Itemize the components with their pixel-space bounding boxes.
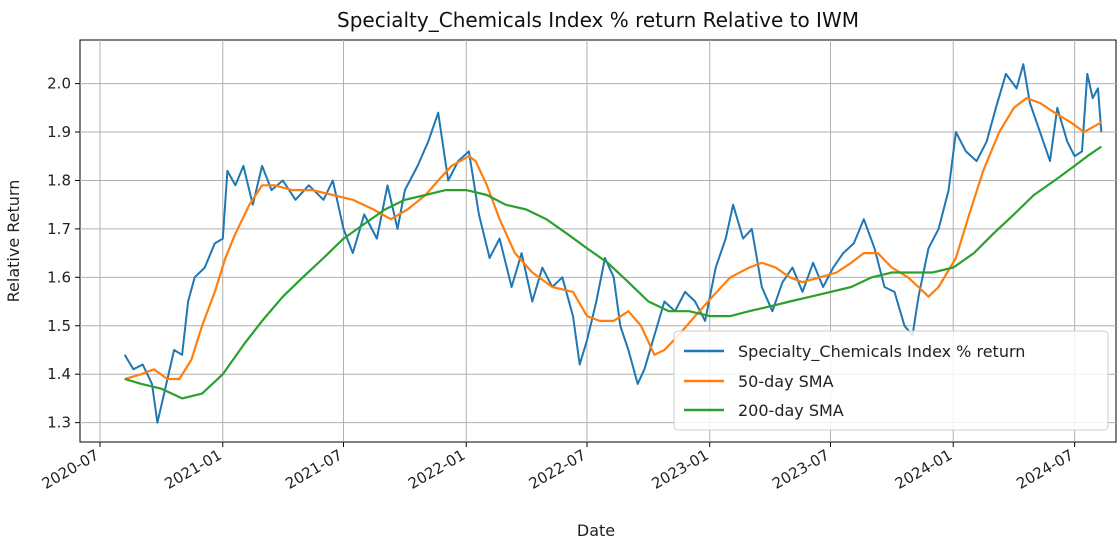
legend-label-sma50: 50-day SMA — [738, 372, 834, 391]
y-tick-label: 1.8 — [47, 171, 71, 189]
series-line-sma200 — [124, 145, 1102, 400]
legend-box — [673, 330, 1109, 431]
x-tick-label: 2024-01 — [892, 446, 955, 493]
series-layer — [123, 63, 1103, 424]
y-tick-label: 1.3 — [47, 414, 71, 432]
x-tick-label: 2022-01 — [405, 446, 468, 493]
x-axis-title: Date — [577, 521, 615, 540]
y-tick-label: 1.5 — [47, 317, 71, 335]
x-tick-label: 2020-07 — [39, 446, 102, 493]
y-tick-label: 2.0 — [47, 75, 71, 93]
series-line-price — [123, 63, 1103, 424]
legend: Specialty_Chemicals Index % return 50-da… — [673, 330, 1109, 431]
y-tick-label: 1.9 — [47, 123, 71, 141]
x-tick-label: 2022-07 — [526, 446, 589, 493]
x-tick-label: 2021-01 — [161, 446, 224, 493]
legend-label-sma200: 200-day SMA — [738, 401, 844, 420]
y-axis-title: Relative Return — [4, 180, 23, 303]
x-tick-label: 2021-07 — [282, 446, 345, 493]
x-tick-label: 2023-07 — [769, 446, 832, 493]
y-tick-label: 1.6 — [47, 268, 71, 286]
y-tick-label: 1.4 — [47, 365, 71, 383]
x-tick-label: 2024-07 — [1013, 446, 1076, 493]
y-tick-label: 1.7 — [47, 220, 71, 238]
legend-label-price: Specialty_Chemicals Index % return — [738, 342, 1025, 362]
x-tick-label: 2023-01 — [648, 446, 711, 493]
chart-title: Specialty_Chemicals Index % return Relat… — [337, 8, 859, 32]
